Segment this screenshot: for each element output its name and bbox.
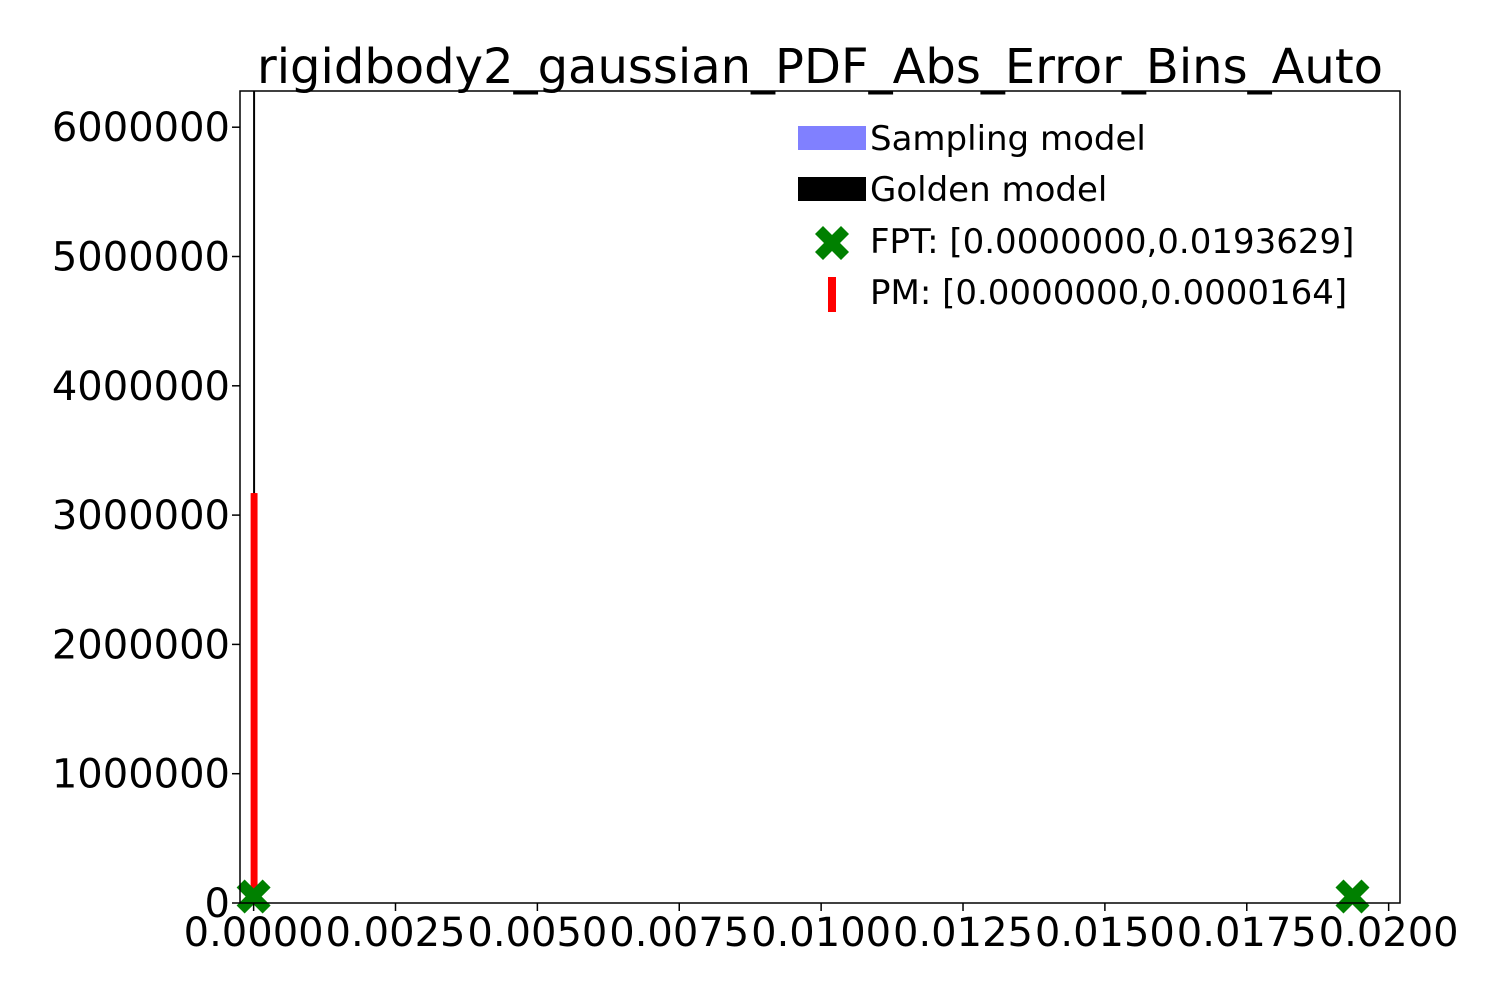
x-tick-label: 0.0200 (1319, 910, 1459, 956)
x-tick-label: 0.0075 (609, 910, 749, 956)
x-tick-label: 0.0150 (1035, 910, 1175, 956)
legend-label-sampling-model: Sampling model (870, 119, 1146, 159)
legend-marker-fpt (815, 226, 849, 260)
legend-label-fpt: FPT: [0.0000000,0.0193629] (870, 222, 1354, 262)
legend-swatch-golden-model (798, 177, 866, 201)
fpt-marker (1335, 879, 1370, 914)
fpt-marker (236, 879, 271, 914)
x-tick-label: 0.0025 (326, 910, 466, 956)
y-tick-label: 3000000 (52, 493, 230, 539)
legend-swatch-sampling-model (798, 126, 866, 150)
y-tick-label: 1000000 (52, 752, 230, 798)
y-tick-label: 0 (205, 881, 230, 927)
y-tick-label: 2000000 (52, 622, 230, 668)
y-tick-label: 5000000 (52, 235, 230, 281)
axes-frame (239, 90, 1401, 904)
y-tick-label: 4000000 (52, 364, 230, 410)
legend-label-pm: PM: [0.0000000,0.0000164] (870, 273, 1347, 313)
x-tick-label: 0.0125 (893, 910, 1033, 956)
x-tick-label: 0.0050 (467, 910, 607, 956)
x-tick-label: 0.0000 (184, 910, 324, 956)
y-tick-label: 6000000 (52, 105, 230, 151)
y-axis: 0 1000000 2000000 3000000 4000000 5000000 6000… (52, 105, 240, 927)
plot-area (236, 91, 1370, 914)
legend-marker-pm (828, 277, 836, 312)
x-tick-label: 0.0100 (751, 910, 891, 956)
legend: Sampling model Golden model FPT: [0.0000… (798, 119, 1354, 313)
legend-label-golden-model: Golden model (870, 170, 1107, 210)
x-tick-label: 0.0175 (1177, 910, 1317, 956)
x-axis: 0.0000 0.0025 0.0050 0.0075 0.0100 0.0125 0.01… (184, 903, 1459, 956)
chart-title: rigidbody2_gaussian_PDF_Abs_Error_Bins_A… (257, 39, 1383, 95)
